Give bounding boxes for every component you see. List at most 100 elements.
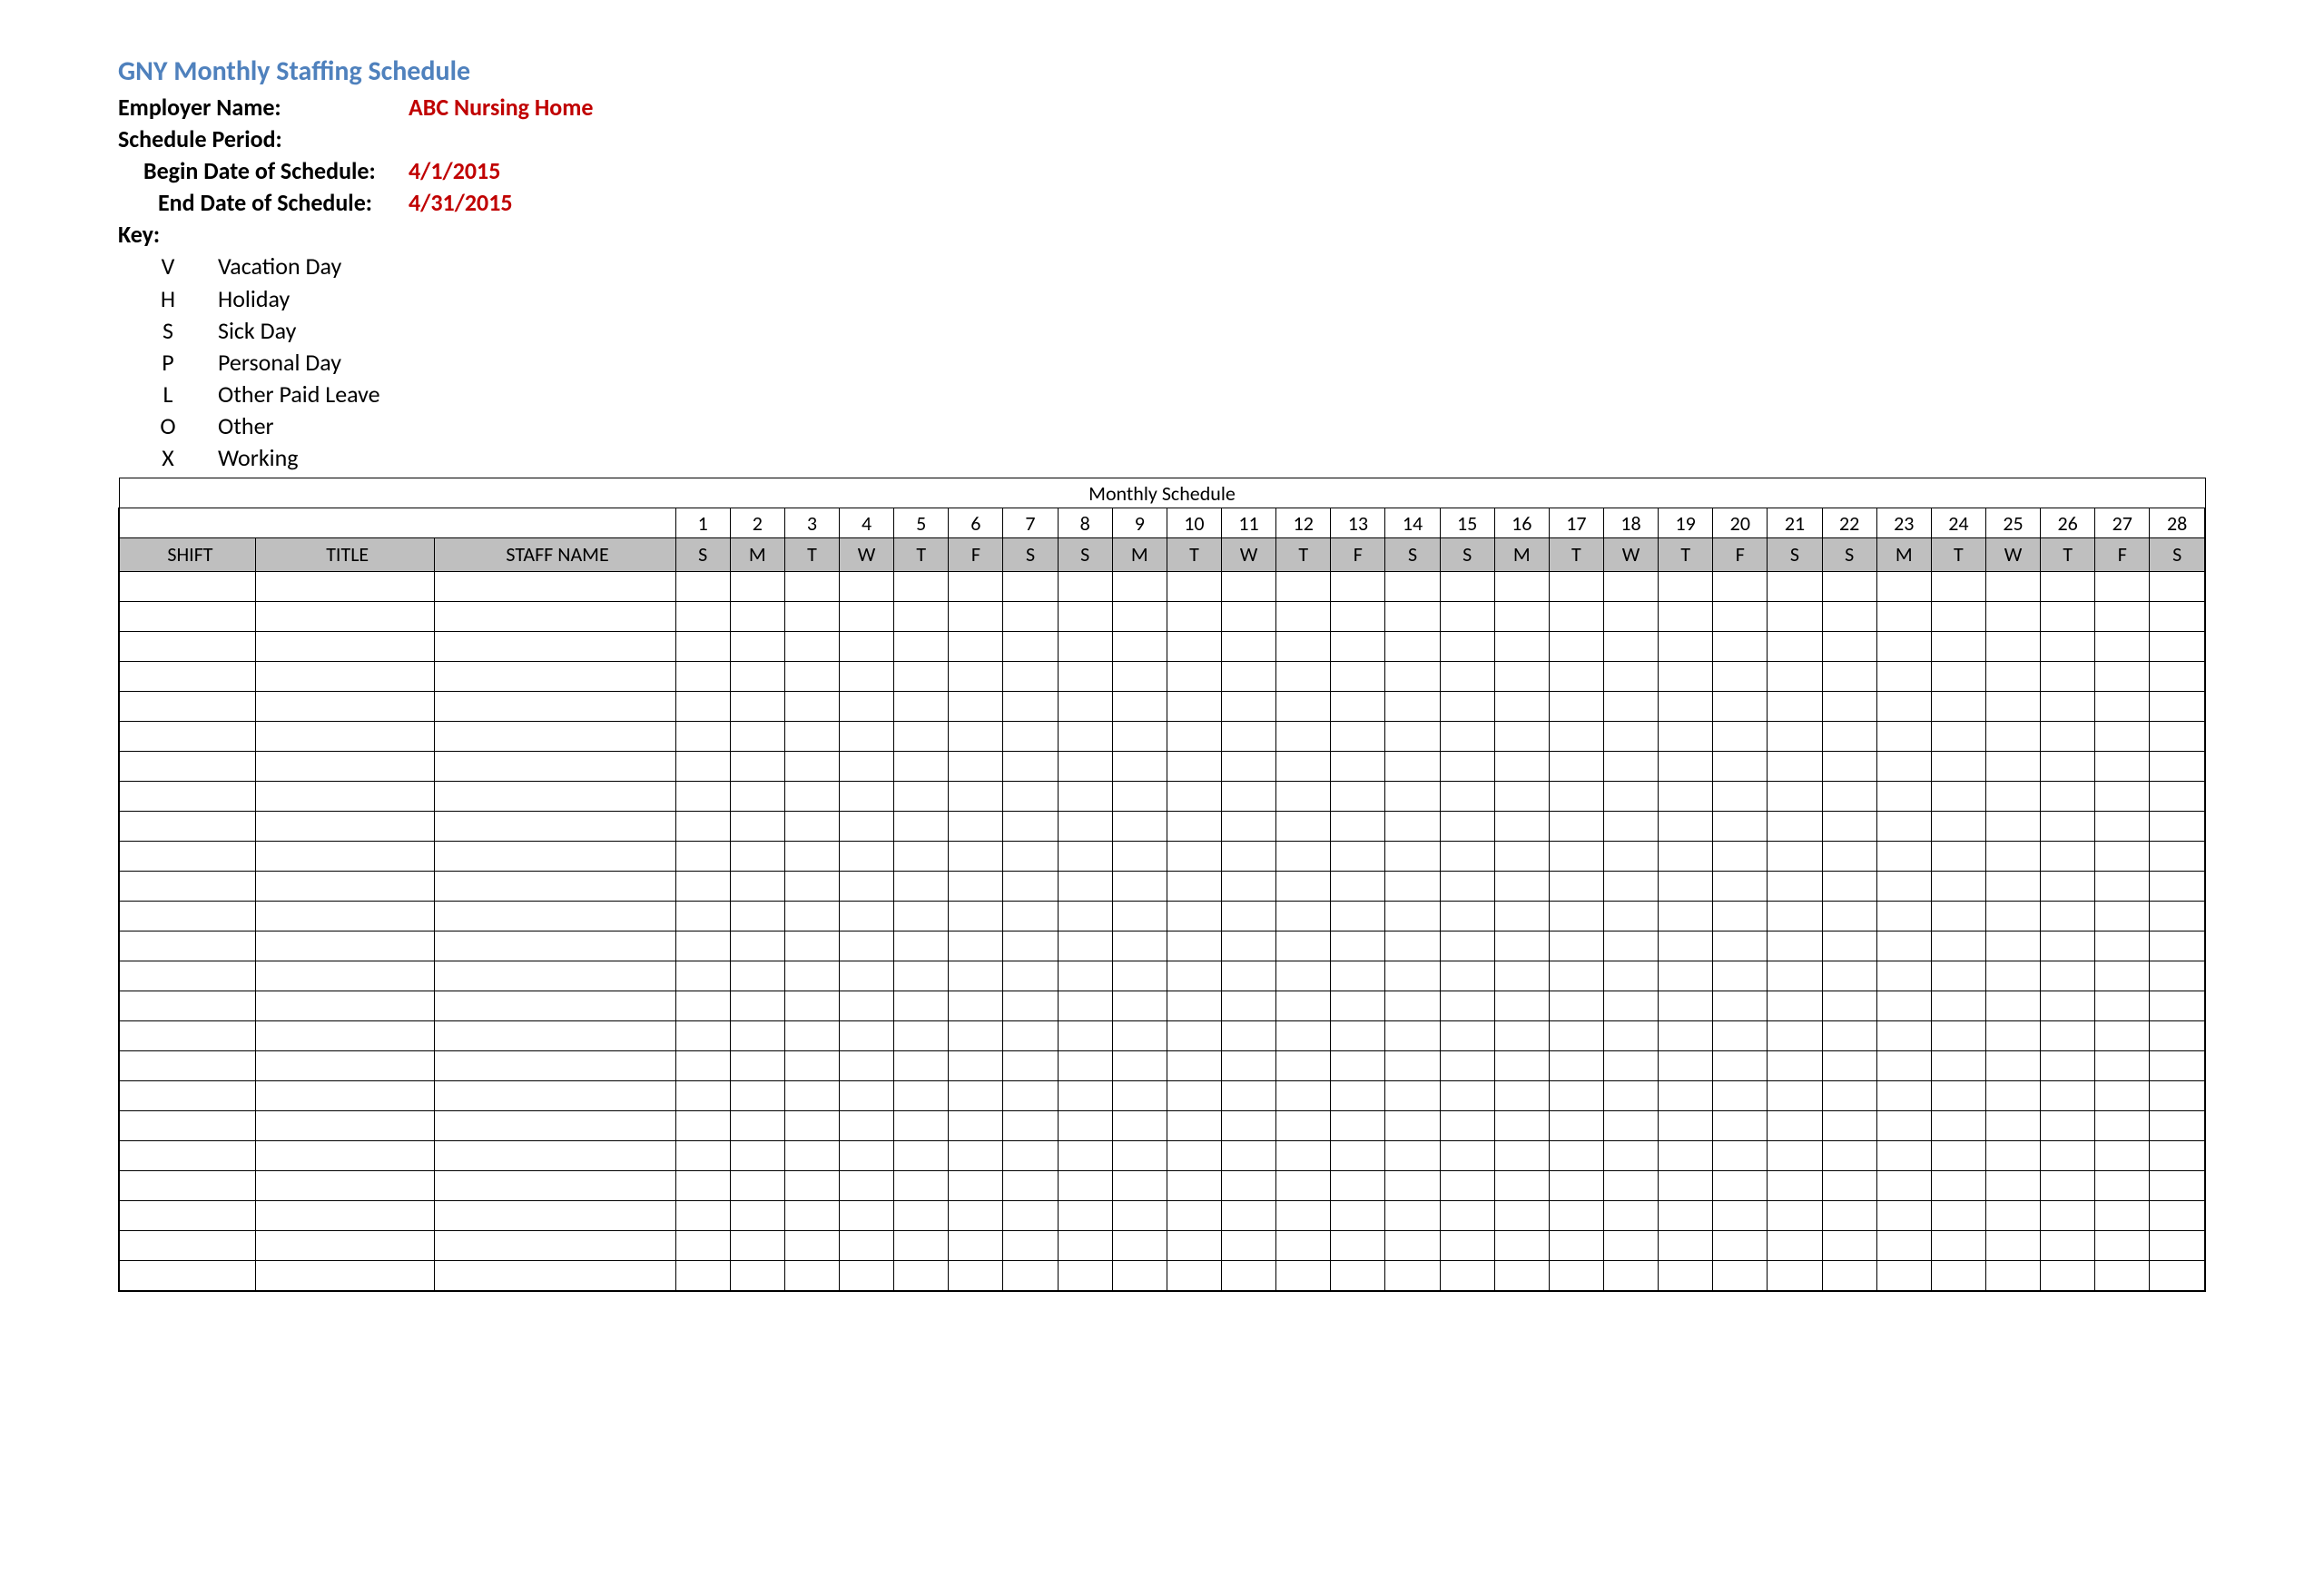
day-cell (1385, 782, 1440, 812)
day-cell (1440, 812, 1494, 842)
day-cell (2041, 902, 2095, 932)
day-cell (1331, 1171, 1385, 1201)
day-cell (1058, 1171, 1112, 1201)
day-cell (1385, 872, 1440, 902)
day-cell (730, 902, 784, 932)
day-of-week: F (1331, 538, 1385, 572)
day-cell (1385, 1021, 1440, 1051)
day-cell (1112, 782, 1167, 812)
day-cell (1331, 1021, 1385, 1051)
day-cell (1768, 1261, 1822, 1292)
end-date-label: End Date of Schedule: (158, 187, 409, 219)
day-cell (840, 1201, 894, 1231)
day-cell (1931, 722, 1985, 752)
day-cell (1003, 1081, 1058, 1111)
day-cell (840, 932, 894, 961)
day-cell (1112, 991, 1167, 1021)
staff-cell (255, 632, 434, 662)
day-cell (1385, 722, 1440, 752)
day-cell (1003, 1231, 1058, 1261)
day-cell (730, 842, 784, 872)
day-cell (1549, 572, 1603, 602)
day-cell (1822, 1171, 1876, 1201)
day-cell (1713, 961, 1768, 991)
day-number: 26 (2041, 508, 2095, 538)
day-cell (1876, 1141, 1931, 1171)
end-date-value: 4/31/2015 (409, 187, 513, 219)
day-cell (675, 1111, 730, 1141)
day-cell (1331, 812, 1385, 842)
day-cell (1931, 1051, 1985, 1081)
day-cell (1494, 692, 1549, 722)
day-cell (1003, 782, 1058, 812)
day-cell (1167, 572, 1221, 602)
day-cell (1276, 991, 1331, 1021)
day-cell (1822, 1141, 1876, 1171)
day-cell (1822, 722, 1876, 752)
day-number: 2 (730, 508, 784, 538)
day-of-week: S (1385, 538, 1440, 572)
day-cell (784, 722, 839, 752)
day-number: 4 (840, 508, 894, 538)
day-cell (2095, 991, 2150, 1021)
day-cell (1494, 1231, 1549, 1261)
key-code: P (118, 347, 218, 379)
day-cell (1768, 991, 1822, 1021)
day-cell (1167, 752, 1221, 782)
day-cell (1058, 872, 1112, 902)
staff-cell (119, 1231, 255, 1261)
day-cell (1167, 1201, 1221, 1231)
day-number: 16 (1494, 508, 1549, 538)
day-cell (1112, 842, 1167, 872)
day-cell (1876, 1051, 1931, 1081)
day-cell (1276, 1231, 1331, 1261)
day-cell (1931, 752, 1985, 782)
day-cell (1713, 812, 1768, 842)
day-cell (1222, 1201, 1276, 1231)
day-cell (1603, 872, 1658, 902)
staff-cell (119, 782, 255, 812)
day-cell (1331, 572, 1385, 602)
day-of-week: S (1058, 538, 1112, 572)
day-cell (730, 632, 784, 662)
day-cell (1659, 991, 1713, 1021)
day-of-week: S (1440, 538, 1494, 572)
day-cell (1659, 812, 1713, 842)
day-cell (840, 812, 894, 842)
day-cell (1931, 632, 1985, 662)
day-cell (1222, 1081, 1276, 1111)
key-desc: Personal Day (218, 347, 341, 379)
staff-cell (255, 1231, 434, 1261)
day-of-week: T (784, 538, 839, 572)
day-cell (1003, 602, 1058, 632)
day-cell (949, 1171, 1003, 1201)
day-cell (2095, 572, 2150, 602)
staff-cell (119, 872, 255, 902)
day-cell (1058, 662, 1112, 692)
day-cell (1876, 842, 1931, 872)
day-cell (1440, 782, 1494, 812)
day-cell (1985, 812, 2040, 842)
day-cell (1058, 1051, 1112, 1081)
day-cell (1768, 1051, 1822, 1081)
day-cell (1385, 961, 1440, 991)
staff-cell (434, 842, 675, 872)
day-cell (2041, 1051, 2095, 1081)
day-cell (949, 692, 1003, 722)
day-cell (1331, 782, 1385, 812)
day-cell (1659, 602, 1713, 632)
day-cell (1549, 991, 1603, 1021)
day-cell (2041, 722, 2095, 752)
day-cell (840, 1021, 894, 1051)
day-cell (1494, 1171, 1549, 1201)
day-cell (1331, 632, 1385, 662)
day-cell (730, 1141, 784, 1171)
day-cell (1003, 752, 1058, 782)
key-item: HHoliday (118, 283, 2206, 315)
day-cell (1003, 1111, 1058, 1141)
day-cell (2150, 961, 2205, 991)
day-number: 21 (1768, 508, 1822, 538)
day-cell (1385, 1051, 1440, 1081)
day-cell (1058, 572, 1112, 602)
day-cell (675, 752, 730, 782)
